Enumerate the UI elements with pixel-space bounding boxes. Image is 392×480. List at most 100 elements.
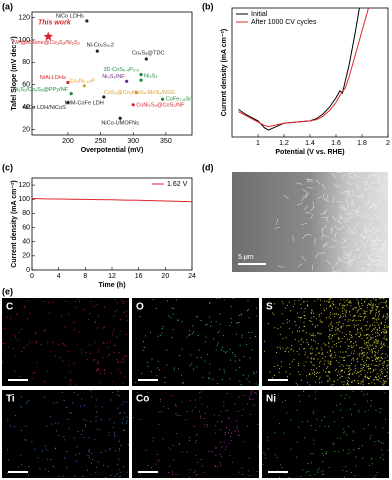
eds-dot: [266, 439, 268, 441]
eds-dot: [70, 381, 72, 383]
eds-dot: [333, 381, 335, 383]
eds-dot: [367, 356, 369, 358]
eds-dot: [303, 301, 305, 303]
eds-dot: [251, 332, 253, 334]
eds-dot: [286, 322, 288, 324]
eds-dot: [229, 455, 231, 457]
eds-dot: [267, 436, 269, 438]
sem-fiber: [374, 238, 377, 245]
eds-dot: [58, 475, 60, 477]
eds-dot: [364, 362, 366, 364]
eds-dot: [350, 319, 352, 321]
eds-dot: [345, 434, 347, 436]
eds-dot: [216, 466, 218, 468]
eds-dot: [121, 422, 123, 424]
eds-dot: [230, 435, 232, 437]
eds-dot: [376, 373, 378, 375]
eds-dot: [44, 396, 46, 398]
eds-dot: [366, 400, 368, 402]
sem-fiber: [373, 237, 380, 242]
eds-dot: [329, 329, 330, 331]
eds-dot: [365, 335, 367, 337]
eds-dot: [330, 364, 332, 366]
eds-dot: [224, 448, 226, 450]
x-tick-label: 1.8: [357, 140, 367, 147]
eds-dot: [355, 341, 357, 343]
sem-fiber: [374, 263, 381, 266]
eds-dot: [308, 395, 310, 397]
eds-dot: [95, 411, 97, 413]
eds-dot: [385, 301, 387, 303]
eds-dot: [322, 473, 324, 475]
eds-dot: [350, 302, 352, 304]
eds-dot: [282, 323, 284, 324]
eds-dot: [367, 304, 368, 306]
eds-dot: [385, 305, 387, 306]
eds-dot: [342, 325, 344, 327]
sem-fiber: [332, 265, 335, 272]
eds-dot: [74, 329, 75, 331]
eds-dot: [95, 370, 97, 372]
eds-dot: [107, 355, 109, 357]
eds-dot: [321, 381, 323, 383]
eds-dot: [384, 335, 386, 337]
eds-dot: [63, 436, 65, 438]
eds-dot: [361, 347, 363, 349]
eds-dot: [335, 306, 337, 308]
eds-dot: [358, 411, 360, 413]
eds-dot: [54, 447, 56, 449]
sem-fiber: [377, 260, 384, 263]
eds-dot: [319, 352, 321, 354]
eds-dot: [74, 300, 76, 302]
sem-fiber: [386, 207, 392, 210]
eds-dot: [312, 413, 314, 414]
eds-dot: [385, 353, 387, 355]
eds-dot: [384, 368, 386, 370]
eds-dot: [271, 399, 273, 401]
eds-dot: [323, 343, 325, 345]
eds-dot: [173, 308, 175, 309]
eds-dot: [285, 337, 287, 339]
eds-dot: [239, 366, 241, 368]
eds-dot: [181, 401, 183, 403]
eds-dot: [382, 427, 384, 429]
eds-dot: [343, 357, 345, 358]
eds-dot: [119, 471, 121, 473]
eds-dot: [361, 352, 363, 354]
eds-dot: [358, 319, 360, 321]
eds-dot: [378, 303, 380, 305]
eds-dot: [344, 371, 345, 373]
eds-dot: [114, 311, 116, 313]
eds-dot: [359, 308, 361, 310]
eds-dot: [162, 326, 164, 328]
eds-dot: [168, 315, 170, 317]
eds-dot: [375, 342, 377, 344]
eds-dot: [298, 299, 300, 301]
eds-dot: [374, 339, 376, 341]
eds-dot: [329, 361, 331, 363]
eds-dot: [387, 378, 389, 380]
eds-dot: [126, 401, 128, 403]
eds-dot: [116, 302, 118, 304]
eds-dot: [379, 310, 381, 312]
eds-dot: [377, 375, 379, 377]
eds-dot: [98, 363, 100, 365]
eds-dot: [208, 450, 210, 452]
eds-dot: [373, 328, 375, 330]
eds-dot: [338, 342, 340, 344]
sem-fiber: [336, 269, 342, 274]
eds-dot: [327, 375, 329, 377]
eds-dot: [326, 308, 327, 310]
eds-dot: [375, 376, 377, 378]
sem-fiber: [367, 234, 374, 239]
eds-dot: [380, 408, 382, 410]
eds-dot: [311, 309, 313, 311]
eds-dot: [96, 369, 98, 371]
eds-dot: [237, 425, 238, 427]
eds-dot: [347, 376, 349, 378]
eds-dot: [119, 448, 120, 450]
eds-dot: [349, 302, 351, 304]
eds-dot: [308, 374, 310, 376]
eds-dot: [382, 384, 384, 386]
eds-dot: [287, 347, 289, 349]
